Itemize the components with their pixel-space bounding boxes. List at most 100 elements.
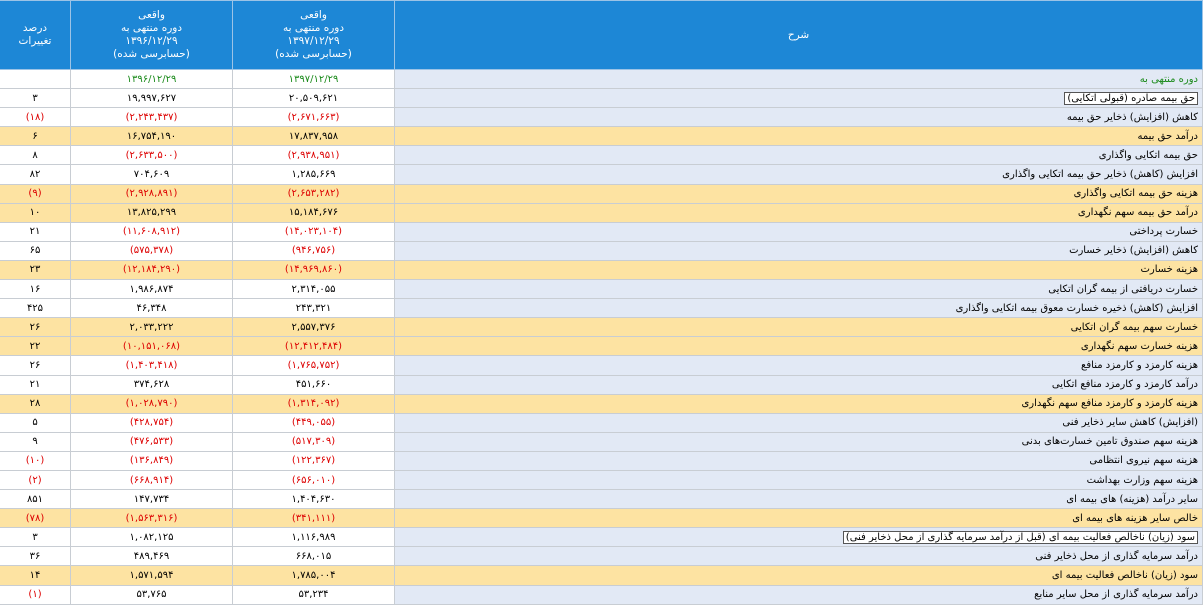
value-cell: (۱۴,۹۶۹,۸۶۰) (232, 259, 395, 281)
value-cell: ۴۲۵ (0, 298, 71, 319)
value-cell: (۱,۷۶۵,۷۵۲) (232, 355, 395, 376)
value-cell: (۹۴۶,۷۵۶) (232, 240, 395, 261)
table-row: کاهش (افزایش) ذخایر خسارت (۹۴۶,۷۵۶) (۵۷۵,۳… (0, 240, 1203, 261)
value-cell: (۱۰,۱۵۱,۰۶۸) (70, 336, 233, 357)
value-cell: ۲,۳۱۴,۰۵۵ (232, 279, 395, 300)
value-cell: ۶۵ (0, 240, 71, 261)
value-cell: ۸۵۱ (0, 489, 71, 510)
table-row: خسارت پرداختی (۱۴,۰۲۳,۱۰۴) (۱۱,۶۰۸,۹۱۲) ۲۱ (0, 221, 1203, 242)
value-cell: (۴۲۸,۷۵۴) (70, 412, 233, 433)
row-label: درآمد سرمایه گذاری از محل ذخایر فنی (394, 546, 1203, 567)
row-label: سود (زیان) ناخالص فعالیت بیمه ای (394, 565, 1203, 586)
value-cell: (۱۳۶,۸۴۹) (70, 450, 233, 471)
value-cell: ۶ (0, 126, 71, 147)
table-row: هزینه حق بیمه اتکایی واگذاری (۲,۶۵۳,۲۸۲)(… (0, 183, 1203, 204)
value-cell: (۱۱,۶۰۸,۹۱۲) (70, 221, 233, 242)
row-label: هزینه خسارت سهم نگهداری (394, 336, 1203, 357)
value-cell: ۱۴۷,۷۳۴ (70, 489, 233, 510)
value-cell: ۸ (0, 145, 71, 166)
value-cell: (۶۵۶,۰۱۰) (232, 469, 395, 491)
table-row: درآمد سرمایه گذاری از محل سایر منابع ۵۳,۲… (0, 584, 1203, 605)
value-cell: ۶۶۸,۰۱۵ (232, 546, 395, 567)
table-row: سایر درآمد (هزینه) های بیمه ای ۱,۴۰۴,۶۳۰ ۱… (0, 489, 1203, 510)
table-row: دوره منتهی به ۱۳۹۷/۱۲/۲۹ ۱۳۹۶/۱۲/۲۹ (0, 68, 1203, 90)
row-label: افزایش (کاهش) ذخیره خسارت معوق بیمه اتکا… (394, 298, 1203, 319)
value-cell: ۲۲ (0, 336, 71, 357)
table-row: هزینه کارمزد و کارمزد منافع سهم نگهداری(… (0, 393, 1203, 414)
value-cell: ۳ (0, 88, 71, 109)
header-cell: واقعی دوره منتهی به ۱۳۹۷/۱۲/۲۹ (حسابرسی … (232, 0, 395, 70)
table-row: سود (زیان) ناخالص فعالیت بیمه ای ۱,۷۸۵,۰۰… (0, 565, 1203, 586)
value-cell: ۱۶,۷۵۴,۱۹۰ (70, 126, 233, 147)
value-cell: ۵ (0, 412, 71, 433)
table-row: خسارت سهم بیمه گران اتکایی ۲,۵۵۷,۳۷۶ ۲,۰۳۳… (0, 317, 1203, 338)
value-cell: ۱۹,۹۹۷,۶۲۷ (70, 88, 233, 109)
value-cell: (۱۴,۰۲۳,۱۰۴) (232, 221, 395, 242)
row-label: سایر درآمد (هزینه) های بیمه ای (394, 489, 1203, 510)
table-row: درآمد حق بیمه ۱۷,۸۳۷,۹۵۸ ۱۶,۷۵۴,۱۹۰ ۶ (0, 126, 1203, 147)
value-cell: ۱۵,۱۸۴,۶۷۶ (232, 202, 395, 223)
value-cell: ۵۳,۷۶۵ (70, 584, 233, 605)
value-cell: ۳۷۴,۶۲۸ (70, 374, 233, 395)
value-cell: ۱,۰۸۲,۱۲۵ (70, 527, 233, 548)
value-cell: ۱۳,۸۲۵,۲۹۹ (70, 202, 233, 223)
table-row: هزینه سهم نیروی انتظامی (۱۲۲,۳۶۷) (۱۳۶,۸۴۹… (0, 450, 1203, 471)
header-cell: شرح (394, 0, 1203, 70)
table-row: درآمد حق بیمه سهم نگهداری ۱۵,۱۸۴,۶۷۶ ۱۳,۸۲… (0, 202, 1203, 223)
value-cell: (۱۲,۴۱۲,۴۸۴) (232, 336, 395, 357)
value-cell: ۴۶,۳۴۸ (70, 298, 233, 319)
table-row: هزینه سهم صندوق تامین خسارت‌های بدنی (۵۱۷… (0, 431, 1203, 452)
table-row: سود (زیان) ناخالص فعالیت بیمه ای (قبل از… (0, 527, 1203, 548)
value-cell: ۲۴۳,۳۲۱ (232, 298, 395, 319)
row-label: هزینه کارمزد و کارمزد منافع سهم نگهداری (394, 393, 1203, 414)
value-cell: (۲,۶۷۱,۶۶۳) (232, 107, 395, 128)
value-cell: ۱,۲۸۵,۶۶۹ (232, 164, 395, 185)
row-label: (افزایش) کاهش سایر ذخایر فنی (394, 412, 1203, 433)
table-row: هزینه سهم وزارت بهداشت (۶۵۶,۰۱۰) (۶۶۸,۹۱۴)… (0, 469, 1203, 491)
value-cell: ۱,۱۱۶,۹۸۹ (232, 527, 395, 548)
table-row: (افزایش) کاهش سایر ذخایر فنی (۴۴۹,۰۵۵) (۴۲… (0, 412, 1203, 433)
value-cell: ۱,۵۷۱,۵۹۴ (70, 565, 233, 586)
table-row: درآمد سرمایه گذاری از محل ذخایر فنی ۶۶۸,۰… (0, 546, 1203, 567)
value-cell: (۱,۴۰۳,۴۱۸) (70, 355, 233, 376)
table-row: درآمد کارمزد و کارمزد منافع اتکایی ۴۵۱,۶۶… (0, 374, 1203, 395)
value-cell: (۷۸) (0, 508, 71, 529)
value-cell: ۱۷,۸۳۷,۹۵۸ (232, 126, 395, 147)
value-cell: ۲۳ (0, 259, 71, 281)
value-cell: ۸۲ (0, 164, 71, 185)
value-cell: (۵۱۷,۳۰۹) (232, 431, 395, 452)
table-row: خالص سایر هزینه های بیمه ای (۳۴۱,۱۱۱) (۱,۵… (0, 508, 1203, 529)
value-cell: (۲) (0, 469, 71, 491)
row-label: درآمد کارمزد و کارمزد منافع اتکایی (394, 374, 1203, 395)
value-cell: (۱۲,۱۸۴,۲۹۰) (70, 259, 233, 281)
header-row: شرح واقعی دوره منتهی به ۱۳۹۷/۱۲/۲۹ (حسابر… (0, 0, 1203, 70)
table-row: حق بیمه صادره (قبولی اتکایی) ۲۰,۵۰۹,۶۲۱ ۱۹… (0, 88, 1203, 109)
value-cell: (۱,۳۱۴,۰۹۲) (232, 393, 395, 414)
value-cell: (۴۷۶,۵۳۳) (70, 431, 233, 452)
value-cell: ۱,۷۸۵,۰۰۴ (232, 565, 395, 586)
value-cell: ۲۱ (0, 374, 71, 395)
row-label: خسارت سهم بیمه گران اتکایی (394, 317, 1203, 338)
value-cell: ۱۴ (0, 565, 71, 586)
value-cell: ۵۳,۲۳۴ (232, 584, 395, 605)
table-row: افزایش (کاهش) ذخایر حق بیمه اتکایی واگذا… (0, 164, 1203, 185)
row-label: هزینه کارمزد و کارمزد منافع (394, 355, 1203, 376)
row-label: هزینه خسارت (394, 259, 1203, 281)
value-cell: ۴۵۱,۶۶۰ (232, 374, 395, 395)
value-cell: ۱,۴۰۴,۶۳۰ (232, 489, 395, 510)
row-label: سود (زیان) ناخالص فعالیت بیمه ای (قبل از… (394, 527, 1203, 548)
value-cell: (۱۰) (0, 450, 71, 471)
value-cell: ۳ (0, 527, 71, 548)
row-label: هزینه سهم نیروی انتظامی (394, 450, 1203, 471)
value-cell: ۲۸ (0, 393, 71, 414)
value-cell: (۶۶۸,۹۱۴) (70, 469, 233, 491)
value-cell: (۳۴۱,۱۱۱) (232, 508, 395, 529)
value-cell: ۱۳۹۶/۱۲/۲۹ (70, 68, 233, 90)
value-cell: (۱۸) (0, 107, 71, 128)
value-cell: ۲۱ (0, 221, 71, 242)
value-cell: ۲۶ (0, 317, 71, 338)
row-label: هزینه حق بیمه اتکایی واگذاری (394, 183, 1203, 204)
row-label: خسارت دریافتی از بیمه گران اتکایی (394, 279, 1203, 300)
